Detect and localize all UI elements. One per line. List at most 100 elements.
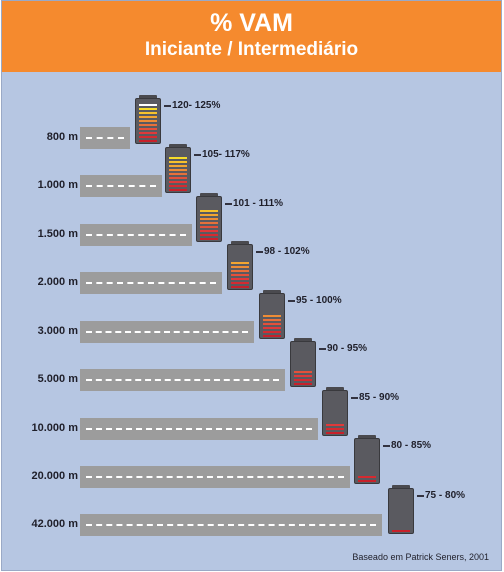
battery-level-bar: [169, 173, 187, 175]
battery-icon: [227, 241, 253, 290]
road-bar: [80, 224, 192, 246]
page-subtitle: Iniciante / Intermediário: [144, 39, 359, 60]
vam-range-label: 85 - 90%: [359, 392, 400, 403]
battery-level-bar: [263, 315, 281, 317]
battery-level-bar: [231, 278, 249, 280]
battery-level-bar: [263, 319, 281, 321]
vam-range-label: 90 - 95%: [327, 343, 368, 354]
vam-range-label: 101 - 111%: [233, 198, 284, 209]
battery-level-bar: [263, 331, 281, 333]
road-bar: [80, 127, 130, 149]
battery-level-bar: [200, 234, 218, 236]
battery-cap: [231, 241, 249, 245]
battery-body: [322, 390, 348, 436]
road-dashed-line: [86, 234, 186, 236]
battery-icon: [259, 290, 285, 339]
range-connector: [351, 397, 358, 399]
road-dashed-line: [86, 524, 376, 526]
range-connector: [288, 300, 295, 302]
battery-level-bar: [231, 274, 249, 276]
battery-level-bar: [231, 282, 249, 284]
battery-icon: [322, 387, 348, 436]
battery-level-bar: [231, 270, 249, 272]
battery-icon: [165, 144, 191, 193]
range-connector: [164, 105, 171, 107]
distance-label: 5.000 m: [37, 373, 78, 385]
battery-body: [165, 147, 191, 193]
battery-level-bar: [169, 177, 187, 179]
battery-level-bar: [139, 136, 157, 138]
range-connector: [383, 445, 390, 447]
road-bar: [80, 514, 382, 536]
battery-level-bar: [139, 132, 157, 134]
range-connector: [417, 495, 424, 497]
battery-icon: [388, 485, 414, 534]
battery-level-bar: [200, 222, 218, 224]
battery-icon: [354, 435, 380, 484]
range-connector: [256, 251, 263, 253]
range-connector: [225, 203, 232, 205]
battery-level-bar: [200, 226, 218, 228]
battery-level-bar: [200, 210, 218, 212]
road-dashed-line: [86, 137, 124, 139]
battery-body: [196, 196, 222, 242]
battery-level-bar: [326, 428, 344, 430]
battery-body: [354, 438, 380, 484]
battery-level-bar: [169, 157, 187, 159]
battery-level-bar: [169, 181, 187, 183]
battery-level-bar: [139, 140, 157, 142]
battery-level-bar: [263, 335, 281, 337]
battery-level-bar: [139, 112, 157, 114]
page-title: % VAM: [210, 9, 293, 37]
battery-level-bar: [200, 238, 218, 240]
vam-range-label: 98 - 102%: [264, 246, 310, 257]
battery-level-bar: [294, 379, 312, 381]
road-dashed-line: [86, 476, 344, 478]
battery-cap: [294, 338, 312, 342]
battery-level-bar: [139, 116, 157, 118]
battery-body: [135, 98, 161, 144]
source-credit: Baseado em Patrick Seners, 2001: [352, 552, 489, 562]
road-bar: [80, 418, 318, 440]
header-banner: % VAM Iniciante / Intermediário: [2, 1, 501, 72]
battery-cap: [326, 387, 344, 391]
battery-level-bar: [169, 189, 187, 191]
road-bar: [80, 272, 222, 294]
battery-level-bar: [392, 530, 410, 532]
battery-level-bar: [139, 108, 157, 110]
road-dashed-line: [86, 428, 312, 430]
road-bar: [80, 321, 254, 343]
battery-level-bar: [139, 120, 157, 122]
vam-range-label: 80 - 85%: [391, 440, 432, 451]
battery-level-bar: [231, 286, 249, 288]
battery-level-bar: [358, 480, 376, 482]
battery-cap: [200, 193, 218, 197]
vam-range-label: 75 - 80%: [425, 490, 466, 501]
battery-cap: [169, 144, 187, 148]
battery-icon: [135, 95, 161, 144]
battery-icon: [196, 193, 222, 242]
battery-level-bar: [169, 185, 187, 187]
battery-level-bar: [200, 214, 218, 216]
vam-range-label: 95 - 100%: [296, 295, 342, 306]
battery-cap: [139, 95, 157, 99]
distance-label: 800 m: [46, 131, 78, 143]
range-connector: [194, 154, 201, 156]
battery-icon: [290, 338, 316, 387]
distance-label: 1.500 m: [37, 228, 78, 240]
distance-label: 3.000 m: [37, 325, 78, 337]
battery-level-bar: [139, 124, 157, 126]
road-bar: [80, 466, 350, 488]
battery-level-bar: [263, 323, 281, 325]
battery-cap: [392, 485, 410, 489]
vam-range-label: 120- 125%: [172, 100, 221, 111]
battery-body: [227, 244, 253, 290]
battery-level-bar: [139, 104, 157, 106]
battery-cap: [263, 290, 281, 294]
road-dashed-line: [86, 282, 216, 284]
battery-level-bar: [294, 371, 312, 373]
battery-level-bar: [294, 375, 312, 377]
battery-level-bar: [294, 383, 312, 385]
range-connector: [319, 348, 326, 350]
